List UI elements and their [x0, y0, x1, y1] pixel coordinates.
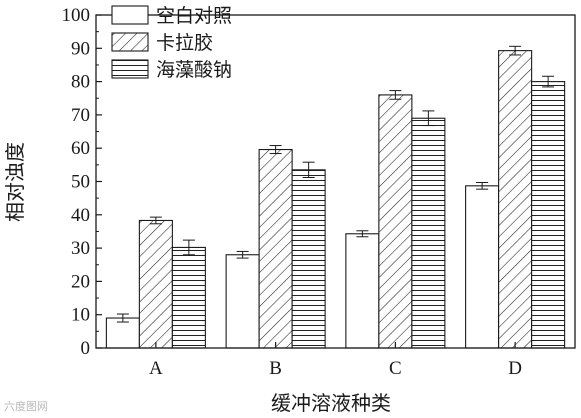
y-tick-label: 20 [71, 271, 90, 292]
y-tick-label: 10 [71, 305, 90, 326]
bar [345, 233, 380, 349]
bar [498, 50, 533, 349]
legend-label: 卡拉胶 [156, 32, 213, 54]
y-tick-label: 0 [81, 338, 91, 359]
legend-label: 空白对照 [156, 5, 232, 27]
y-axis-title: 相对浊度 [3, 142, 27, 222]
bar [105, 317, 140, 349]
bar [411, 117, 446, 349]
x-axis-title: 缓冲溶液种类 [271, 391, 391, 415]
x-tick-label: D [508, 358, 522, 379]
x-tick-label: B [269, 358, 282, 379]
y-tick-label: 30 [71, 238, 90, 259]
bar [378, 94, 413, 349]
bar [258, 148, 293, 349]
bar [225, 254, 260, 349]
bar [291, 169, 326, 349]
y-tick-label: 60 [71, 138, 90, 159]
bar [171, 246, 206, 349]
y-tick-label: 100 [62, 5, 91, 26]
x-tick-label: C [389, 358, 402, 379]
legend-swatch [111, 32, 149, 52]
x-tick-label: A [149, 358, 163, 379]
bar [465, 185, 500, 349]
legend-label: 海藻酸钠 [156, 59, 232, 81]
legend-swatch [111, 59, 149, 79]
bar [531, 81, 566, 349]
y-tick-label: 70 [71, 105, 90, 126]
y-tick-label: 80 [71, 72, 90, 93]
bar [138, 219, 173, 349]
y-tick-label: 90 [71, 38, 90, 59]
legend-swatch [111, 5, 149, 25]
watermark: 六度图网 [4, 400, 48, 413]
y-tick-label: 40 [71, 205, 90, 226]
y-tick-label: 50 [71, 172, 90, 193]
